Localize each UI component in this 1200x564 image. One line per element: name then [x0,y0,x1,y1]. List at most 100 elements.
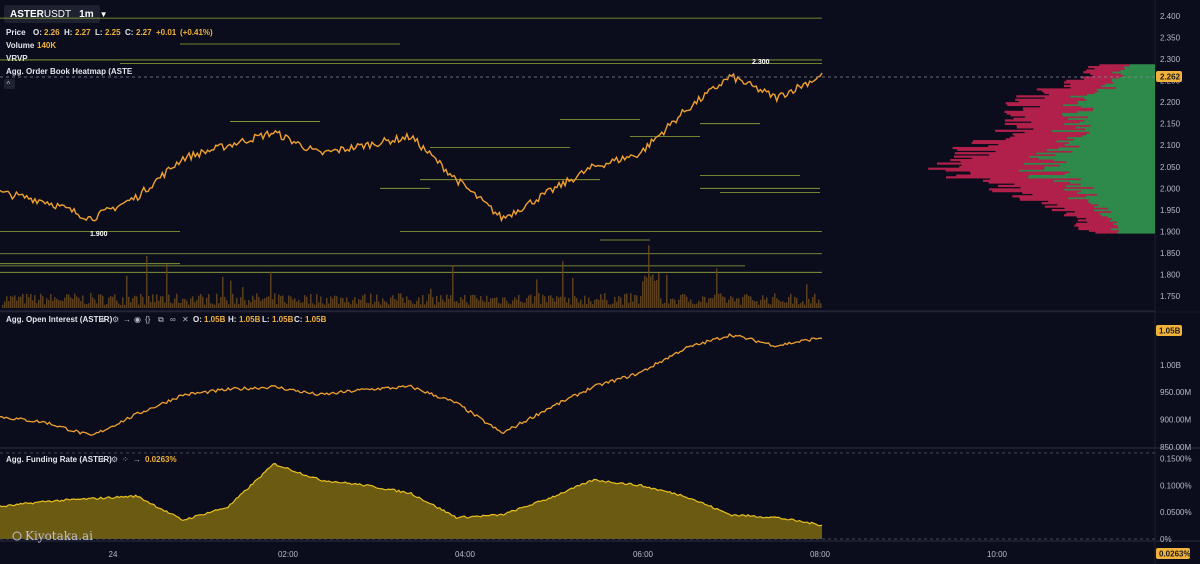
volume-bar [534,296,536,308]
vrvp-sell-bar [1033,128,1086,131]
funding-tick-label: 0.0500% [1160,508,1192,517]
volume-bar [420,304,422,308]
volume-bar [658,273,660,308]
volume-bar [414,304,416,308]
vrvp-buy-bar [1090,124,1155,127]
volume-bar [762,295,764,308]
volume-bar [434,304,436,308]
oi-tick-label: 900.00M [1160,416,1191,425]
vrvp-buy-bar [1099,212,1155,215]
symbol-name: ASTERUSDT [10,8,72,20]
vrvp-buy-bar [1118,229,1155,232]
vrvp-sell-bar [998,184,1066,188]
volume-bar [636,295,638,308]
vrvp-sell-bar [952,146,1059,150]
vrvp-sell-bar [1094,67,1125,70]
vrvp-buy-bar [1035,152,1155,155]
volume-bar [378,301,380,308]
vrvp-buy-bar [1051,129,1155,132]
vrvp-buy-bar [1028,174,1155,177]
chevron-down-icon[interactable]: ▼ [99,9,108,19]
volume-bar [238,304,240,308]
vrvp-buy-bar [1066,136,1155,139]
time-tick-label: 08:00 [810,550,831,559]
volume-bar [366,302,368,308]
volume-bar [218,303,220,308]
volume-bar [222,276,224,308]
volume-bar [128,296,130,308]
vrvp-buy-bar [1107,207,1155,210]
vrvp-sell-bar [998,143,1065,146]
volume-bar [14,295,16,308]
volume-bar [798,304,800,308]
chevron-up-icon[interactable]: ^ [7,80,11,89]
volume-bar [388,304,390,308]
volume-bar [154,302,156,308]
vrvp-buy-bar [1018,169,1155,172]
volume-bar [184,298,186,308]
funding-tick-label: 0% [1160,535,1172,544]
collapse-button[interactable] [4,79,15,89]
volume-bar [486,295,488,308]
volume-bar [752,300,754,308]
volume-bar [720,293,722,308]
volume-bar [146,256,148,308]
vrvp-profile [928,64,1155,234]
oi-line [0,333,823,436]
vrvp-sell-bar [1004,122,1065,126]
vrvp-buy-bar [1101,214,1155,217]
volume-bar [240,297,242,308]
vrvp-sell-bar [1014,183,1081,186]
volume-bar [204,304,206,308]
volume-bar [70,297,72,308]
funding-series [0,462,823,539]
vrvp-buy-bar [1027,176,1155,179]
volume-bar [458,303,460,308]
volume-bar [440,295,442,308]
vrvp-buy-bar [1065,184,1155,188]
high-label: H: [64,28,72,37]
vrvp-sell-bar [936,162,1024,165]
volume-bar [800,303,802,308]
price-tick-label: 2.350 [1160,34,1181,43]
volume-bar [116,300,118,308]
vrvp-buy-bar [1023,162,1155,165]
volume-bar [514,297,516,308]
volume-bar [746,293,748,308]
volume-bar [370,293,372,308]
vrvp-sell-bar [1016,126,1076,129]
volume-bar [546,302,548,308]
vrvp-sell-bar [957,148,1047,151]
vrvp-sell-bar [1006,112,1062,115]
volume-bar [244,300,246,308]
volume-bar [592,304,594,308]
volume-bar [466,302,468,308]
oi-axis: 1.00B 950.00M 900.00M 850.00M [1160,361,1191,452]
hash-icon: # [101,315,106,324]
volume-bar [10,295,12,308]
vrvp-sell-bar [1064,214,1102,217]
volume-bar [48,299,50,308]
volume-bar [482,300,484,308]
volume-bar [804,304,806,308]
interval-label[interactable]: 1m [79,8,94,20]
vrvp-buy-bar [1058,146,1155,150]
volume-bar [82,295,84,308]
volume-bar [492,298,494,308]
volume-bar [162,296,164,308]
vrvp-buy-bar [1044,165,1155,169]
vrvp-sell-bar [1018,100,1078,103]
vrvp-buy-bar [1115,86,1155,89]
volume-bar [326,297,328,308]
volume-bar [490,298,492,308]
heatmap-label: Agg. Order Book Heatmap (ASTE [6,67,133,76]
volume-bar [748,295,750,308]
volume-bar [706,302,708,308]
vrvp-sell-bar [1077,219,1110,222]
volume-bar [582,304,584,308]
volume-bar [810,303,812,308]
volume-bar [80,301,82,308]
volume-bar [754,301,756,308]
volume-bar [126,275,128,308]
